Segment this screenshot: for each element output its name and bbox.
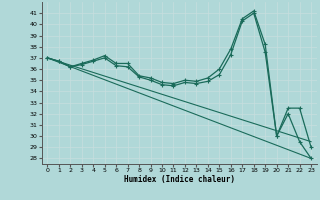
X-axis label: Humidex (Indice chaleur): Humidex (Indice chaleur) bbox=[124, 175, 235, 184]
